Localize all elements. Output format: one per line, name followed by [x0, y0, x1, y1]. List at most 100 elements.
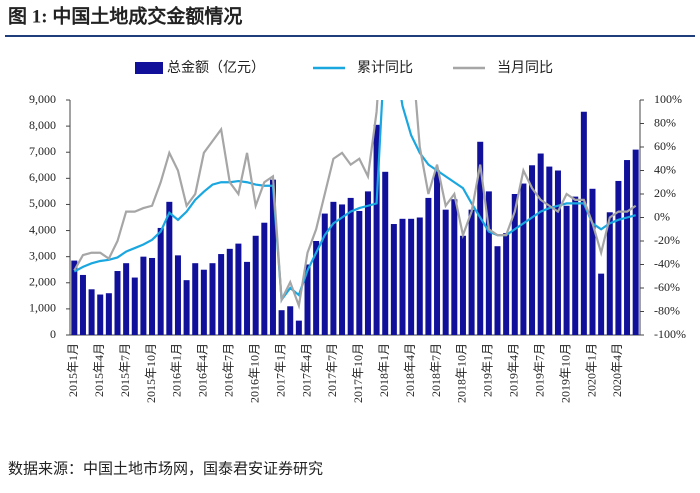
bar — [434, 170, 441, 335]
x-tick-label: 2017年7月 — [325, 343, 339, 397]
bar — [511, 194, 518, 335]
bar — [477, 141, 484, 335]
bar — [537, 153, 544, 335]
bar — [529, 165, 536, 335]
bar — [485, 191, 492, 335]
bar — [71, 260, 78, 335]
bar — [131, 277, 138, 335]
y-tick-label: 6,000 — [29, 170, 56, 184]
bar — [269, 179, 276, 335]
bar — [632, 149, 639, 335]
bar — [356, 210, 363, 335]
bar — [442, 209, 449, 335]
bar — [580, 111, 587, 335]
bar — [459, 235, 466, 335]
y2-tick-label: 60% — [654, 139, 676, 153]
bar — [97, 294, 104, 335]
line — [73, 100, 637, 310]
bar — [88, 289, 95, 335]
y2-tick-label: -100% — [654, 327, 686, 341]
y-tick-label: 7,000 — [29, 144, 56, 158]
legend-label: 总金额（亿元） — [167, 60, 265, 76]
source: 数据来源：中国土地市场网，国泰君安证券研究 — [8, 460, 323, 477]
x-tick-label: 2019年7月 — [532, 343, 546, 397]
y-tick-label: 9,000 — [29, 92, 56, 106]
y2-tick-label: 40% — [654, 162, 676, 176]
plot-area — [71, 100, 639, 335]
x-tick-label: 2015年4月 — [92, 343, 106, 397]
bar — [546, 166, 553, 335]
bar — [278, 310, 285, 335]
bar — [390, 224, 397, 335]
y-tick-label: 2,000 — [29, 275, 56, 289]
bar — [416, 217, 423, 335]
bar — [114, 271, 121, 335]
bar — [218, 254, 225, 335]
bar — [494, 246, 501, 335]
y-tick-label: 0 — [50, 327, 56, 341]
x-tick-label: 2020年4月 — [610, 343, 624, 397]
bar — [364, 191, 371, 335]
y-tick-label: 4,000 — [29, 222, 56, 236]
x-tick-label: 2015年7月 — [118, 343, 132, 397]
bar — [321, 213, 328, 335]
bar — [174, 255, 181, 335]
y-tick-label: 8,000 — [29, 118, 56, 132]
bar — [157, 227, 164, 335]
legend-label: 累计同比 — [357, 60, 413, 76]
bar — [287, 306, 294, 335]
y-tick-label: 3,000 — [29, 248, 56, 262]
bar — [313, 241, 320, 335]
y2-tick-label: -40% — [654, 256, 680, 270]
bar — [149, 257, 156, 335]
x-tick-label: 2018年4月 — [403, 343, 417, 397]
x-tick-label: 2015年1月 — [66, 343, 80, 397]
x-tick-label: 2016年1月 — [170, 343, 184, 397]
bar — [295, 320, 302, 335]
line — [73, 100, 636, 303]
bar — [330, 201, 337, 335]
bar — [468, 209, 475, 335]
x-tick-label: 2019年4月 — [507, 343, 521, 397]
x-tick-label: 2019年1月 — [481, 343, 495, 397]
y-tick-label: 1,000 — [29, 301, 56, 315]
x-tick-label: 2018年7月 — [429, 343, 443, 397]
y-tick-label: 5,000 — [29, 196, 56, 210]
bar — [451, 199, 458, 335]
x-tick-label: 2019年10月 — [558, 343, 572, 403]
x-tick-label: 2017年1月 — [273, 343, 287, 397]
bar — [304, 264, 311, 335]
bar — [105, 293, 112, 335]
bar — [563, 205, 570, 335]
bar — [598, 273, 605, 335]
x-tick-label: 2018年10月 — [455, 343, 469, 403]
y2-tick-label: 100% — [654, 92, 682, 106]
y2-tick-label: 20% — [654, 186, 676, 200]
legend-swatch — [135, 62, 163, 74]
bar — [244, 261, 251, 335]
bar — [373, 124, 380, 335]
bar — [140, 256, 147, 335]
bar — [606, 212, 613, 335]
x-tick-label: 2016年10月 — [247, 343, 261, 403]
x-tick-label: 2020年1月 — [584, 343, 598, 397]
x-tick-label: 2017年4月 — [299, 343, 313, 397]
bar — [347, 197, 354, 335]
chart-title: 图 1: 中国土地成交金额情况 — [8, 4, 242, 27]
x-tick-label: 2017年10月 — [351, 343, 365, 403]
x-tick-label: 2016年4月 — [196, 343, 210, 397]
bar — [166, 201, 173, 335]
y2-tick-label: -80% — [654, 303, 680, 317]
x-tick-label: 2018年1月 — [377, 343, 391, 397]
bar — [615, 180, 622, 335]
y2-tick-label: 80% — [654, 115, 676, 129]
x-tick-label: 2015年10月 — [144, 343, 158, 403]
bar — [408, 218, 415, 335]
y2-tick-label: -60% — [654, 280, 680, 294]
bar — [261, 222, 268, 335]
bar — [624, 160, 631, 335]
y2-tick-label: -20% — [654, 233, 680, 247]
bar — [123, 263, 130, 335]
bar — [252, 235, 259, 335]
legend-label: 当月同比 — [497, 60, 553, 76]
